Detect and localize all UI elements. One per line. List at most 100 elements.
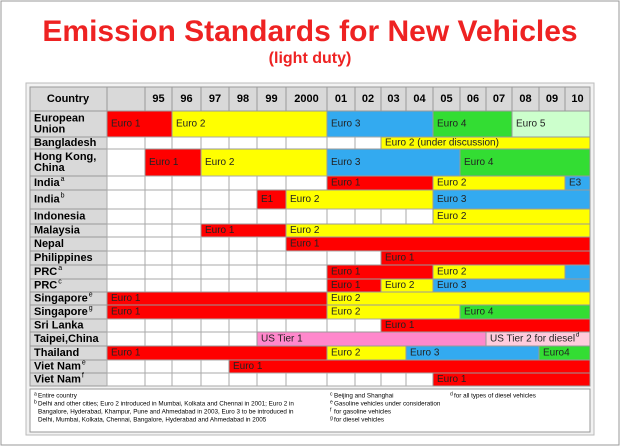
footnote-text: Delhi and other cities; Euro 2 introduce… xyxy=(38,401,294,408)
standard-label: Euro 2 xyxy=(385,280,415,291)
year-label: 06 xyxy=(467,93,479,105)
empty-cell xyxy=(228,318,258,333)
empty-cell xyxy=(106,250,146,266)
standard-label: Euro 3 xyxy=(410,348,440,359)
standard-label: Euro 1 xyxy=(149,157,179,168)
standard-label: Euro 3 xyxy=(331,119,361,130)
empty-cell xyxy=(200,236,230,252)
empty-cell xyxy=(171,223,202,238)
year-label: 01 xyxy=(335,93,347,105)
country-name: India xyxy=(34,177,61,189)
country-name: India xyxy=(34,193,61,205)
standard-label: Euro 2 xyxy=(331,348,361,359)
empty-cell xyxy=(354,318,382,333)
year-label: 96 xyxy=(180,93,192,105)
empty-cell xyxy=(200,318,230,333)
empty-cell xyxy=(326,136,356,150)
header-cell xyxy=(564,86,591,112)
empty-cell xyxy=(326,250,356,266)
empty-cell xyxy=(171,136,202,150)
country-sup: e xyxy=(82,359,86,366)
year-label: 08 xyxy=(519,93,531,105)
country-cell xyxy=(29,110,108,138)
empty-cell xyxy=(200,175,230,191)
empty-cell xyxy=(106,208,146,225)
standard-bar xyxy=(285,223,591,238)
empty-cell xyxy=(326,318,356,333)
empty-cell xyxy=(144,318,173,333)
empty-cell xyxy=(171,189,202,210)
empty-cell xyxy=(228,189,258,210)
standard-sup: d xyxy=(576,333,579,339)
standard-label: Euro 2 xyxy=(290,194,320,205)
standard-label: Euro 2 xyxy=(331,307,361,318)
empty-cell xyxy=(106,175,146,191)
empty-cell xyxy=(106,189,146,210)
standard-label: Euro 2 xyxy=(437,178,467,189)
standard-label: Euro 1 xyxy=(331,267,361,278)
country-sup: a xyxy=(61,176,65,183)
empty-cell xyxy=(326,372,356,387)
empty-cell xyxy=(144,372,173,387)
empty-cell xyxy=(106,264,146,280)
header-cell xyxy=(380,86,407,112)
standard-bar xyxy=(200,148,328,177)
empty-cell xyxy=(405,372,434,387)
standard-bar xyxy=(432,110,513,138)
country-name: PRC xyxy=(34,266,57,278)
empty-cell xyxy=(106,331,146,347)
standard-label: Euro 4 xyxy=(437,119,467,130)
country-name: Union xyxy=(34,123,65,135)
standard-bar xyxy=(228,359,591,374)
footnote-box xyxy=(29,388,591,433)
country-name: Viet Nam xyxy=(34,373,81,385)
empty-cell xyxy=(256,175,287,191)
empty-cell xyxy=(200,136,230,150)
empty-cell xyxy=(171,175,202,191)
footnote-mark: e xyxy=(330,399,333,405)
empty-cell xyxy=(256,318,287,333)
footnote-text: Beijing and Shanghai xyxy=(334,393,394,400)
standard-label: Euro 1 xyxy=(111,293,141,304)
empty-cell xyxy=(285,264,328,280)
footnote-mark: c xyxy=(330,391,333,397)
country-name: Indonesia xyxy=(34,210,86,222)
footnote-text: for all types of diesel vehicles xyxy=(454,393,536,400)
empty-cell xyxy=(285,278,328,293)
empty-cell xyxy=(144,359,173,374)
empty-cell xyxy=(228,372,258,387)
header-cell xyxy=(200,86,230,112)
empty-cell xyxy=(106,223,146,238)
country-name: China xyxy=(34,162,65,174)
standard-label: Euro 2 xyxy=(176,119,206,130)
empty-cell xyxy=(106,236,146,252)
subtitle: (light duty) xyxy=(269,50,352,67)
empty-cell xyxy=(228,331,258,347)
footnote-text: Bangalore, Hyderabad, Khampur, Pune and … xyxy=(38,409,294,416)
empty-cell xyxy=(171,278,202,293)
country-sup: b xyxy=(61,192,65,199)
country-sup: f xyxy=(82,372,84,379)
empty-cell xyxy=(285,208,328,225)
standard-label: Euro 1 xyxy=(111,119,141,130)
empty-cell xyxy=(200,250,230,266)
empty-cell xyxy=(200,189,230,210)
standard-label: US Tier 2 for diesel xyxy=(490,334,575,345)
year-label: 09 xyxy=(546,93,558,105)
year-label: 07 xyxy=(493,93,505,105)
empty-cell xyxy=(171,264,202,280)
year-label: 97 xyxy=(209,93,221,105)
standard-label: Euro 1 xyxy=(385,320,415,331)
empty-cell xyxy=(256,250,287,266)
empty-cell xyxy=(228,136,258,150)
standard-bar xyxy=(106,110,173,138)
country-sup: g xyxy=(89,305,93,312)
empty-cell xyxy=(256,208,287,225)
empty-cell xyxy=(200,331,230,347)
standard-label: Euro 1 xyxy=(233,361,263,372)
standard-bar xyxy=(564,264,591,280)
empty-cell xyxy=(228,208,258,225)
standard-label: E1 xyxy=(261,194,274,205)
country-name: PRC xyxy=(34,279,57,291)
